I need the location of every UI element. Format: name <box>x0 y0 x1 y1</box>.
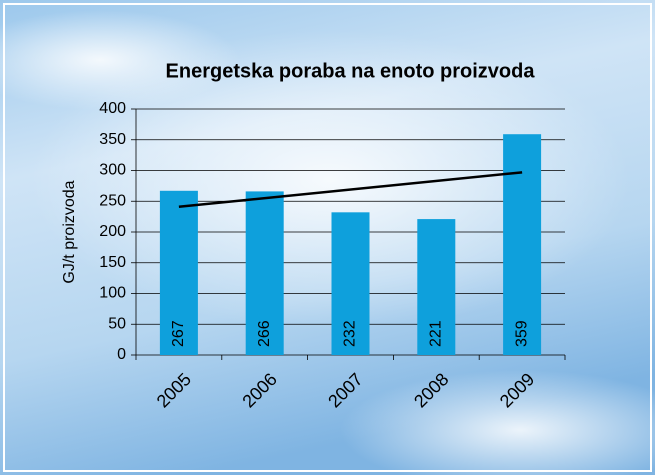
bar <box>417 219 456 355</box>
bar <box>245 191 284 355</box>
y-tick-label: 150 <box>99 254 126 271</box>
cloud <box>340 370 655 475</box>
bar <box>503 134 542 355</box>
y-tick-label: 400 <box>99 100 126 117</box>
bar <box>331 212 370 355</box>
y-tick-label: 350 <box>99 131 126 148</box>
data-label: 221 <box>428 320 445 347</box>
data-label: 359 <box>513 320 530 347</box>
y-tick-label: 300 <box>99 162 126 179</box>
y-axis-title: GJ/t proizvoda <box>61 180 78 283</box>
bar <box>159 190 198 355</box>
frame <box>3 3 652 472</box>
y-tick-label: 250 <box>99 192 126 209</box>
y-tick-label: 200 <box>99 223 126 240</box>
y-tick-label: 0 <box>117 346 126 363</box>
cloud <box>0 10 240 110</box>
data-label: 232 <box>342 320 359 347</box>
y-tick-label: 100 <box>99 285 126 302</box>
chart-title: Energetska poraba na enoto proizvoda <box>166 60 536 82</box>
trend-line <box>178 171 523 209</box>
data-label: 266 <box>256 320 273 347</box>
data-label: 267 <box>170 320 187 347</box>
y-tick-label: 50 <box>108 315 126 332</box>
